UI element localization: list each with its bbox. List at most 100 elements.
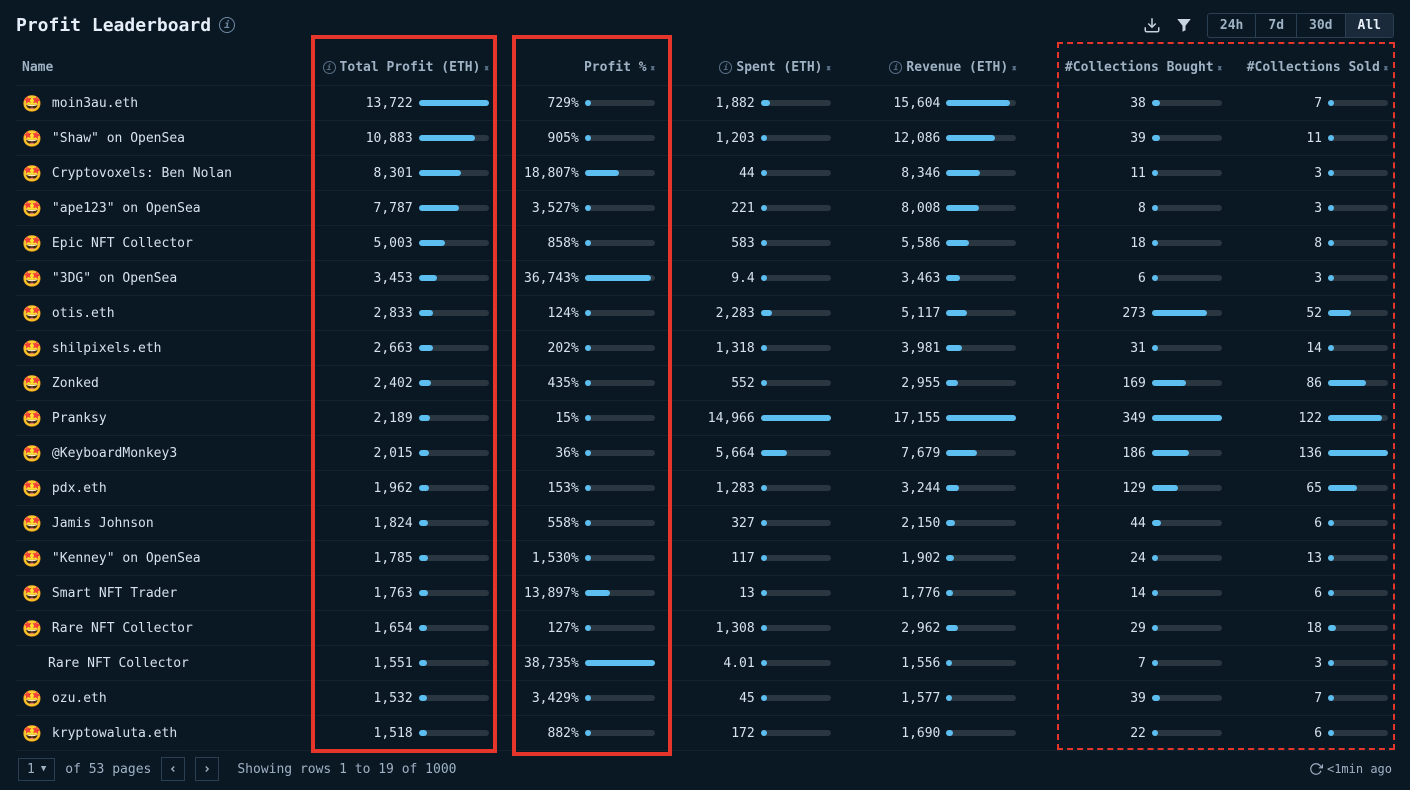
mini-bar [1328,415,1388,421]
table-row[interactable]: 🤩 pdx.eth 1,962 153% 1,283 3,244 129 [16,471,1394,506]
name-cell: Cryptovoxels: Ben Nolan [52,166,232,181]
value-cell: 1,763 [315,586,489,601]
table-row[interactable]: 🤩 Zonked 2,402 435% 552 2,955 169 [16,366,1394,401]
mini-bar [1152,660,1222,666]
range-tab-24h[interactable]: 24h [1208,14,1256,37]
th-bought[interactable]: #Collections Bought [1065,60,1214,75]
cell-value: 24 [1130,551,1146,566]
table-row[interactable]: 🤩 Epic NFT Collector 5,003 858% 583 5,58… [16,226,1394,261]
cell-value: 11 [1130,166,1146,181]
info-icon[interactable]: i [323,61,336,74]
table-row[interactable]: 🤩 kryptowaluta.eth 1,518 882% 172 1,690 … [16,716,1394,751]
th-name[interactable]: Name [22,60,53,75]
cell-value: 117 [731,551,754,566]
download-icon[interactable] [1143,16,1161,34]
avatar-emoji: 🤩 [22,269,42,288]
table-row[interactable]: Rare NFT Collector 1,551 38,735% 4.01 1,… [16,646,1394,681]
th-rev[interactable]: Revenue (ETH) [906,60,1008,75]
value-cell: 8 [1234,236,1388,251]
mini-bar [419,240,489,246]
table-row[interactable]: 🤩 otis.eth 2,833 124% 2,283 5,117 273 [16,296,1394,331]
mini-bar [419,590,489,596]
info-icon[interactable]: i [889,61,902,74]
value-cell: 1,532 [315,691,489,706]
table-row[interactable]: 🤩 ozu.eth 1,532 3,429% 45 1,577 39 [16,681,1394,716]
cell-value: 29 [1130,621,1146,636]
th-pct[interactable]: Profit % [584,60,647,75]
page-select[interactable]: 1 ▼ [18,758,55,781]
cell-value: 8,346 [901,166,940,181]
value-cell: 169 [1058,376,1222,391]
range-tab-7d[interactable]: 7d [1256,14,1297,37]
table-row[interactable]: 🤩 Cryptovoxels: Ben Nolan 8,301 18,807% … [16,156,1394,191]
mini-bar [761,310,831,316]
avatar-emoji: 🤩 [22,724,42,743]
value-cell: 12,086 [843,131,1017,146]
info-icon[interactable]: i [719,61,732,74]
mini-bar [761,380,831,386]
cell-value: 3 [1314,166,1322,181]
cell-value: 2,402 [374,376,413,391]
cell-value: 7 [1314,691,1322,706]
table-row[interactable]: 🤩 moin3au.eth 13,722 729% 1,882 15,604 3… [16,86,1394,121]
info-icon[interactable]: i [219,17,235,33]
value-cell: 1,690 [843,726,1017,741]
table-row[interactable]: 🤩 "ape123" on OpenSea 7,787 3,527% 221 8… [16,191,1394,226]
value-cell: 435% [501,376,655,391]
table-row[interactable]: 🤩 "Kenney" on OpenSea 1,785 1,530% 117 1… [16,541,1394,576]
cell-value: 7,679 [901,446,940,461]
cell-value: 3 [1314,201,1322,216]
mini-bar [419,660,489,666]
next-page-button[interactable] [195,757,219,781]
value-cell: 13,722 [315,96,489,111]
cell-value: 729% [548,96,579,111]
mini-bar [419,695,489,701]
range-tab-all[interactable]: All [1346,14,1393,37]
table-row[interactable]: 🤩 "3DG" on OpenSea 3,453 36,743% 9.4 3,4… [16,261,1394,296]
name-cell: "Shaw" on OpenSea [52,131,185,146]
table-row[interactable]: 🤩 Rare NFT Collector 1,654 127% 1,308 2,… [16,611,1394,646]
mini-bar [419,555,489,561]
value-cell: 6 [1234,586,1388,601]
value-cell: 3,429% [501,691,655,706]
value-cell: 10,883 [315,131,489,146]
table-row[interactable]: 🤩 Jamis Johnson 1,824 558% 327 2,150 44 [16,506,1394,541]
cell-value: 6 [1314,586,1322,601]
page-title: Profit Leaderboard [16,15,211,36]
table-row[interactable]: 🤩 Pranksy 2,189 15% 14,966 17,155 349 [16,401,1394,436]
cell-value: 1,308 [716,621,755,636]
cell-value: 3 [1314,271,1322,286]
mini-bar [585,660,655,666]
value-cell: 7,787 [315,201,489,216]
cell-value: 172 [731,726,754,741]
table-row[interactable]: 🤩 "Shaw" on OpenSea 10,883 905% 1,203 12… [16,121,1394,156]
refresh-indicator[interactable]: <1min ago [1309,762,1392,776]
th-spent[interactable]: Spent (ETH) [736,60,822,75]
table-row[interactable]: 🤩 @KeyboardMonkey3 2,015 36% 5,664 7,679… [16,436,1394,471]
table-row[interactable]: 🤩 shilpixels.eth 2,663 202% 1,318 3,981 … [16,331,1394,366]
cell-value: 17,155 [893,411,940,426]
mini-bar [761,100,831,106]
mini-bar [585,450,655,456]
name-cell: shilpixels.eth [52,341,162,356]
cell-value: 18,807% [524,166,579,181]
value-cell: 39 [1058,131,1222,146]
value-cell: 7 [1234,691,1388,706]
cell-value: 39 [1130,131,1146,146]
filter-icon[interactable] [1175,16,1193,34]
prev-page-button[interactable] [161,757,185,781]
cell-value: 1,776 [901,586,940,601]
name-cell: otis.eth [52,306,115,321]
th-sold[interactable]: #Collections Sold [1247,60,1380,75]
mini-bar [1328,590,1388,596]
value-cell: 583 [667,236,831,251]
avatar-emoji: 🤩 [22,129,42,148]
mini-bar [585,555,655,561]
th-profit[interactable]: Total Profit (ETH) [340,60,481,75]
cell-value: 273 [1122,306,1145,321]
range-tab-30d[interactable]: 30d [1297,14,1345,37]
value-cell: 5,117 [843,306,1017,321]
table-row[interactable]: 🤩 Smart NFT Trader 1,763 13,897% 13 1,77… [16,576,1394,611]
value-cell: 186 [1058,446,1222,461]
mini-bar [1152,695,1222,701]
